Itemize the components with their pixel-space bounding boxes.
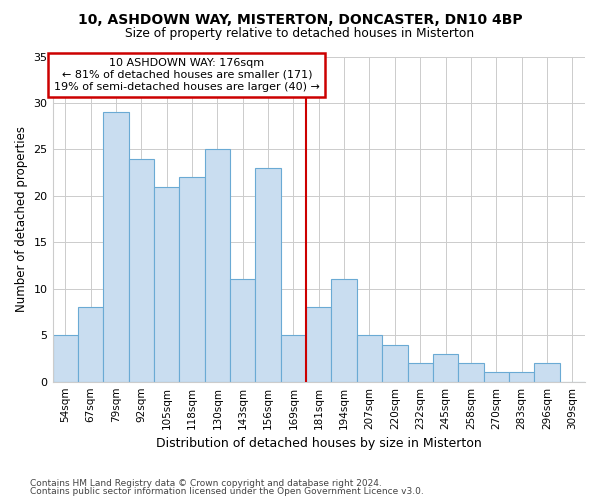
Bar [256,168,281,382]
Bar [331,280,357,382]
Bar [306,308,331,382]
Bar [433,354,458,382]
Text: 10, ASHDOWN WAY, MISTERTON, DONCASTER, DN10 4BP: 10, ASHDOWN WAY, MISTERTON, DONCASTER, D… [77,12,523,26]
Text: 10 ASHDOWN WAY: 176sqm
← 81% of detached houses are smaller (171)
19% of semi-de: 10 ASHDOWN WAY: 176sqm ← 81% of detached… [54,58,320,92]
Text: Contains public sector information licensed under the Open Government Licence v3: Contains public sector information licen… [30,487,424,496]
Bar [53,335,78,382]
X-axis label: Distribution of detached houses by size in Misterton: Distribution of detached houses by size … [156,437,482,450]
Bar [357,335,382,382]
Bar [230,280,256,382]
Bar [103,112,128,382]
Bar [128,158,154,382]
Bar [382,344,407,382]
Bar [407,363,433,382]
Bar [534,363,560,382]
Bar [484,372,509,382]
Bar [458,363,484,382]
Bar [509,372,534,382]
Bar [205,150,230,382]
Bar [78,308,103,382]
Y-axis label: Number of detached properties: Number of detached properties [15,126,28,312]
Text: Size of property relative to detached houses in Misterton: Size of property relative to detached ho… [125,28,475,40]
Text: Contains HM Land Registry data © Crown copyright and database right 2024.: Contains HM Land Registry data © Crown c… [30,478,382,488]
Bar [179,178,205,382]
Bar [154,186,179,382]
Bar [281,335,306,382]
